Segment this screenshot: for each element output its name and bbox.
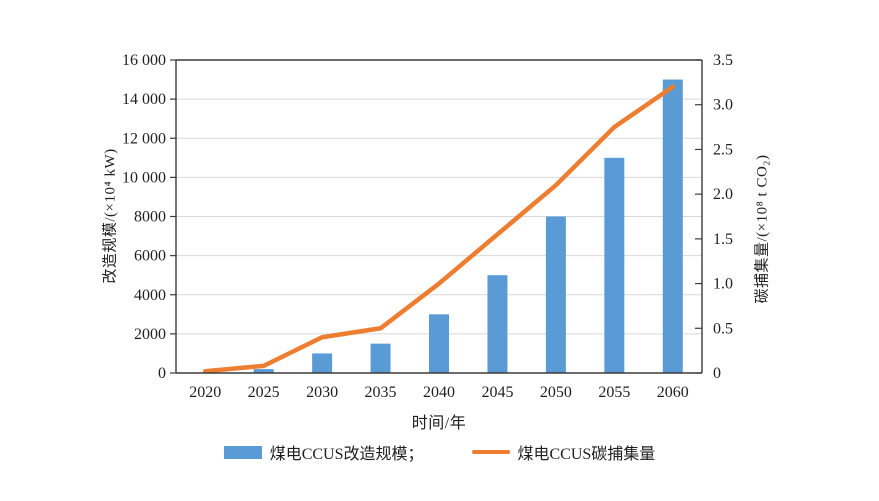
left-tick-label: 0 [158, 365, 166, 382]
bar-2055 [604, 157, 625, 373]
right-axis-title: 碳捕集量/(×10⁸ t CO₂) [754, 154, 771, 304]
bar-2030 [312, 353, 333, 373]
bar-2035 [370, 343, 391, 373]
x-tick-label: 2060 [657, 384, 689, 401]
bar-2025 [253, 369, 274, 373]
right-tick-label: 0 [713, 365, 721, 382]
left-tick-label: 14 000 [122, 91, 166, 108]
left-axis-title: 改造规模/(×10⁴ kW) [102, 148, 119, 284]
left-tick-label: 6000 [134, 248, 166, 265]
x-tick-label: 2025 [248, 384, 280, 401]
x-tick-label: 2030 [306, 384, 338, 401]
bar-2050 [545, 216, 566, 373]
x-tick-label: 2020 [189, 384, 221, 401]
left-tick-label: 16 000 [122, 52, 166, 69]
x-tick-label: 2055 [598, 384, 630, 401]
x-tick-label: 2035 [365, 384, 397, 401]
line-series-swatch [471, 450, 510, 454]
right-tick-label: 0.5 [713, 320, 733, 337]
legend: 煤电CCUS改造规模； 煤电CCUS碳捕集量 [0, 440, 879, 464]
right-tick-label: 1.0 [713, 276, 733, 293]
capture-line [202, 84, 676, 374]
left-tick-label: 12 000 [122, 130, 166, 147]
legend-item-bar: 煤电CCUS改造规模； [223, 440, 424, 464]
right-tick-label: 1.5 [713, 231, 733, 248]
bar-2045 [487, 275, 508, 373]
right-tick-label: 3.0 [713, 97, 733, 114]
legend-label-bar: 煤电CCUS改造规模； [269, 446, 424, 463]
left-tick-label: 2000 [134, 326, 166, 343]
legend-item-line: 煤电CCUS碳捕集量 [471, 440, 656, 464]
x-axis-title: 时间/年 [411, 415, 467, 432]
right-tick-label: 2.5 [713, 141, 733, 158]
x-tick-label: 2040 [423, 384, 455, 401]
x-tick-label: 2050 [540, 384, 572, 401]
right-tick-label: 2.0 [713, 186, 733, 203]
right-tick-label: 3.5 [713, 52, 733, 69]
legend-label-line: 煤电CCUS碳捕集量 [517, 446, 656, 463]
left-tick-label: 8000 [134, 209, 166, 226]
bar-series-swatch [223, 445, 262, 459]
bar-2040 [429, 314, 449, 373]
left-tick-label: 10 000 [122, 169, 166, 186]
left-tick-label: 4000 [134, 287, 166, 304]
x-tick-label: 2045 [481, 384, 513, 401]
bar-2060 [662, 79, 683, 373]
